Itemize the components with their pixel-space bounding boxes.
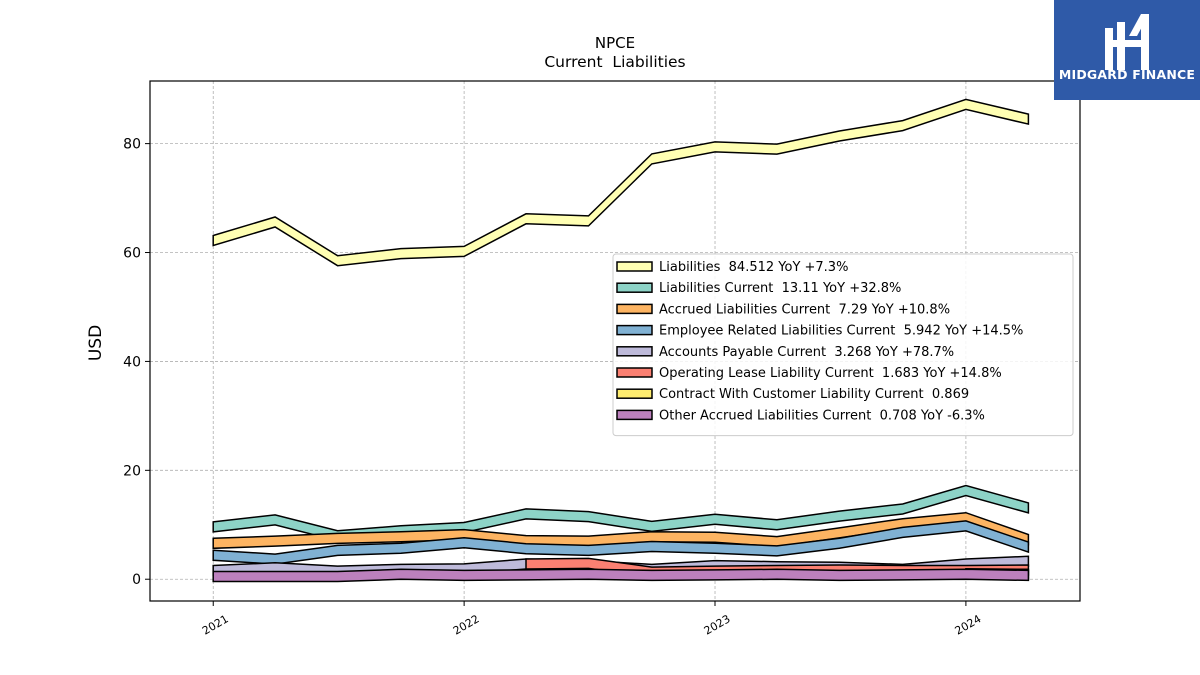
legend-item: Liabilities Current 13.11 YoY +32.8% [616,281,901,296]
series-line [212,520,1030,565]
y-axis: 0 20 40 60 80 [123,137,150,588]
logo-text: MIDGARD FINANCE [1058,67,1196,82]
plot-frame [149,80,1081,602]
x-tick-label: 2021 [200,612,231,637]
legend-label: Other Accrued Liabilities Current 0.708 … [659,408,985,423]
legend-swatch [616,388,653,399]
midgard-logo-mark-icon [1105,14,1149,70]
y-tick-label: 20 [123,463,141,479]
legend-swatch [616,303,653,315]
series-line [212,568,1030,583]
legend-label: Liabilities 84.512 YoY +7.3% [659,260,848,275]
series-layer [212,98,1030,583]
x-tick-label: 2022 [451,612,482,637]
logo: MIDGARD FINANCE [1054,0,1200,100]
chart-subtitle: Current Liabilities [544,53,685,71]
legend-label: Operating Lease Liability Current 1.683 … [659,366,1002,381]
legend-swatch [616,409,653,421]
legend-item: Employee Related Liabilities Current 5.9… [616,324,1023,339]
legend-swatch [616,367,653,378]
y-tick-label: 60 [123,246,141,262]
legend-item: Liabilities 84.512 YoY +7.3% [616,260,848,275]
legend-label: Accrued Liabilities Current 7.29 YoY +10… [659,302,950,317]
legend-item: Operating Lease Liability Current 1.683 … [616,366,1002,381]
x-tick-label: 2024 [953,612,984,637]
legend-swatch [616,261,653,272]
legend: Liabilities 84.512 YoY +7.3% Liabilities … [612,253,1074,437]
series-band [212,520,1030,565]
legend-label: Liabilities Current 13.11 YoY +32.8% [659,281,901,296]
legend-box [612,253,1074,437]
y-tick-label: 40 [123,354,141,370]
legend-item: Other Accrued Liabilities Current 0.708 … [616,408,985,423]
y-tick-label: 0 [132,572,141,588]
y-tick-label: 80 [123,137,141,153]
y-axis-label: USD [86,325,106,361]
legend-item: Contract With Customer Liability Current… [616,387,969,402]
series-band [212,98,1030,267]
legend-swatch [616,346,653,357]
x-tick-label: 2023 [702,612,733,637]
x-axis: 2021 2022 2023 2024 [200,601,983,638]
legend-item: Accounts Payable Current 3.268 YoY +78.7… [616,345,954,360]
chart-title: NPCE [595,34,635,52]
legend-swatch [616,324,653,336]
legend-item: Accrued Liabilities Current 7.29 YoY +10… [616,302,950,317]
legend-label: Accounts Payable Current 3.268 YoY +78.7… [659,345,954,360]
legend-label: Employee Related Liabilities Current 5.9… [659,324,1023,339]
legend-swatch [616,282,653,293]
legend-label: Contract With Customer Liability Current… [659,387,969,402]
series-line [212,98,1030,267]
series-band [212,568,1030,583]
